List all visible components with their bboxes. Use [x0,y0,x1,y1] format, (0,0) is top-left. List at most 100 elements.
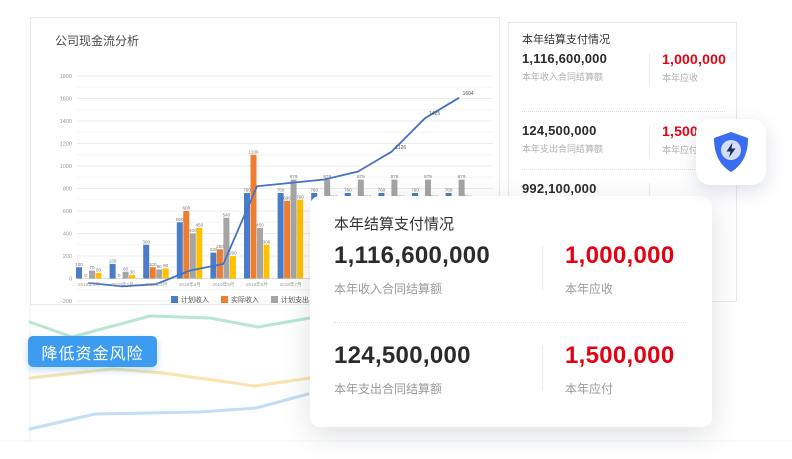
bar-label: 760 [310,188,318,193]
bar-label: 90 [163,263,169,268]
dotted-divider [334,322,688,323]
bar-label: 760 [344,188,352,193]
bar [156,269,163,279]
bar-label: 1100 [249,149,259,154]
bar-label: 760 [378,188,386,193]
x-axis-label: 2019年7月 [280,281,302,288]
bar-label: 200 [229,251,237,256]
legend-swatch [171,296,178,303]
legend-item: 计划支出 [281,295,309,304]
chart-title: 公司现金流分析 [55,34,140,48]
popup-row-income: 1,116,600,000 本年收入合同结算额 1,000,000 本年应收 [334,242,688,297]
receivable-label: 本年应收 [662,73,699,83]
popup-title: 本年结算支付情况 [334,216,455,233]
column-divider [542,346,543,390]
legend-item: 计划收入 [181,295,209,304]
bar-label: 879 [290,174,298,179]
bar [229,256,236,279]
y-axis-tick: 1000 [60,164,72,170]
y-axis-tick: 1800 [60,74,72,80]
bar-label: 100 [149,262,157,267]
payable-label: 本年应付 [662,145,699,155]
legend-swatch [221,296,228,303]
bar [244,193,250,279]
bar [196,227,203,279]
bar-label: 879 [424,174,432,179]
bar [122,271,129,279]
bar [223,217,230,279]
bar-label: 0 [84,273,87,278]
expense-settlement-label: 本年支出合同结算额 [522,144,604,154]
dotted-divider [522,111,725,112]
bar-label: 879 [458,174,466,179]
bar [162,268,169,279]
expense-settlement-value: 124,500,000 [522,123,597,138]
bar-label: 130 [109,258,117,263]
bar-label: 760 [277,188,285,193]
x-axis-label: 2019年2月 [112,281,134,288]
y-axis-tick: -200 [61,299,72,305]
bar-label: 879 [323,174,331,179]
balance-value: 992,100,000 [522,181,597,196]
deco-yellow-line [28,367,312,388]
bar-label: 700 [296,194,304,199]
bar [89,270,95,279]
bar [129,275,136,279]
y-axis-tick: 200 [63,254,72,260]
column-divider [649,125,650,159]
deco-teal-line [28,314,312,339]
bar-label: 450 [195,222,203,227]
bar-label: 760 [445,188,453,193]
bar [176,222,183,279]
bar-label: 70 [89,265,95,270]
bar [250,154,257,279]
bar-label: 100 [75,262,83,267]
popup-receivable-label: 本年应收 [565,282,614,296]
bar-label: 760 [411,188,419,193]
bar [189,233,196,279]
trend-line [88,97,460,288]
y-axis-tick: 400 [63,232,72,238]
x-axis-label: 2019年3月 [145,281,167,288]
reduce-capital-risk-tag[interactable]: 降低资金风险 [28,336,157,367]
bar [95,272,102,279]
bar-label: 50 [96,267,102,272]
bar-label: 879 [357,174,365,179]
legend-swatch [271,296,278,303]
bar-label: 760 [243,188,251,193]
popup-payable-label: 本年应付 [565,382,614,396]
line-point-label: 1126 [395,145,406,151]
x-axis-label: 2019年4月 [179,281,201,288]
legend-item: 实际收入 [231,295,259,304]
bar [143,244,150,279]
settlement-panel-title: 本年结算支付情况 [522,34,610,46]
income-settlement-value: 1,116,600,000 [522,51,608,66]
bar-label: 879 [391,174,399,179]
income-settlement-label: 本年收入合同结算额 [522,72,604,82]
bar-label: 500 [176,217,184,222]
bar [290,179,297,279]
bar-label: 260 [216,244,224,249]
bar-label: 400 [189,228,197,233]
popup-expense-value: 124,500,000 [334,342,471,369]
security-shield-button[interactable] [696,119,766,185]
bar-label: 540 [223,212,231,217]
y-axis-tick: 600 [63,209,72,215]
bar-label: 80 [157,264,163,269]
bar [183,211,190,279]
bar [257,227,263,279]
deco-blue-line [28,392,310,431]
dotted-divider [522,169,725,170]
bar [76,267,82,279]
x-axis-label: 2019年5月 [212,281,234,288]
popup-row-expense: 124,500,000 本年支出合同结算额 1,500,000 本年应付 [334,342,688,397]
bar [277,193,284,279]
bar [263,244,270,279]
bar-label: 0 [118,273,121,278]
risk-tag-label: 降低资金风险 [41,345,144,363]
line-point-label: 1604 [463,91,474,97]
bar-label: 30 [130,270,136,275]
bar [149,267,156,279]
